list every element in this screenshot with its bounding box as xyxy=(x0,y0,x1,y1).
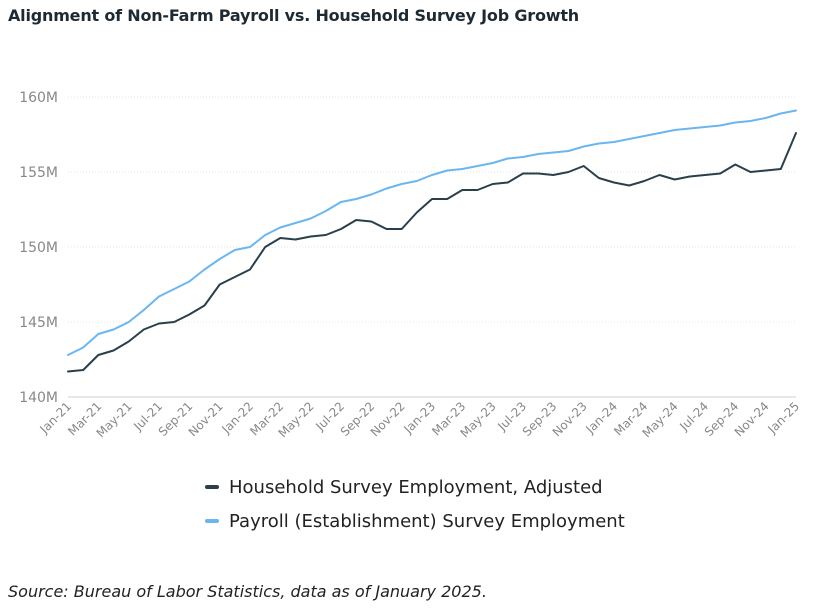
legend-swatch-payroll xyxy=(205,519,219,523)
line-chart: 140M 145M 150M 155M 160M Jan-21Mar-21May-21J… xyxy=(19,90,803,440)
y-tick-label: 155M xyxy=(19,165,58,181)
legend-item-payroll: Payroll (Establishment) Survey Employmen… xyxy=(205,504,625,538)
legend-label-household: Household Survey Employment, Adjusted xyxy=(229,476,603,498)
x-tick-label: Jan-25 xyxy=(765,399,803,437)
source-note: Source: Bureau of Labor Statistics, data… xyxy=(8,582,487,601)
legend-label-payroll: Payroll (Establishment) Survey Employmen… xyxy=(229,510,625,532)
legend-swatch-household xyxy=(205,485,219,489)
y-tick-label: 145M xyxy=(19,315,58,331)
x-tick-label: Nov-23 xyxy=(550,399,590,439)
chart-title: Alignment of Non-Farm Payroll vs. Househ… xyxy=(8,6,579,25)
legend-item-household: Household Survey Employment, Adjusted xyxy=(205,470,625,504)
y-tick-label: 160M xyxy=(19,90,58,106)
y-tick-label: 150M xyxy=(19,240,58,256)
y-axis-ticks: 140M 145M 150M 155M 160M xyxy=(19,90,58,406)
grid xyxy=(68,96,796,398)
series-line-payroll xyxy=(67,109,797,356)
x-axis-ticks: Jan-21Mar-21May-21Jul-21Sep-21Nov-21Jan-… xyxy=(37,399,803,440)
legend: Household Survey Employment, Adjusted Pa… xyxy=(205,470,625,538)
x-tick-label: Nov-22 xyxy=(368,399,408,439)
series-line-household xyxy=(67,132,797,373)
x-tick-label: Nov-24 xyxy=(732,399,772,439)
y-tick-label: 140M xyxy=(19,390,58,406)
series-lines xyxy=(67,109,797,373)
x-tick-label: Nov-21 xyxy=(186,399,226,439)
